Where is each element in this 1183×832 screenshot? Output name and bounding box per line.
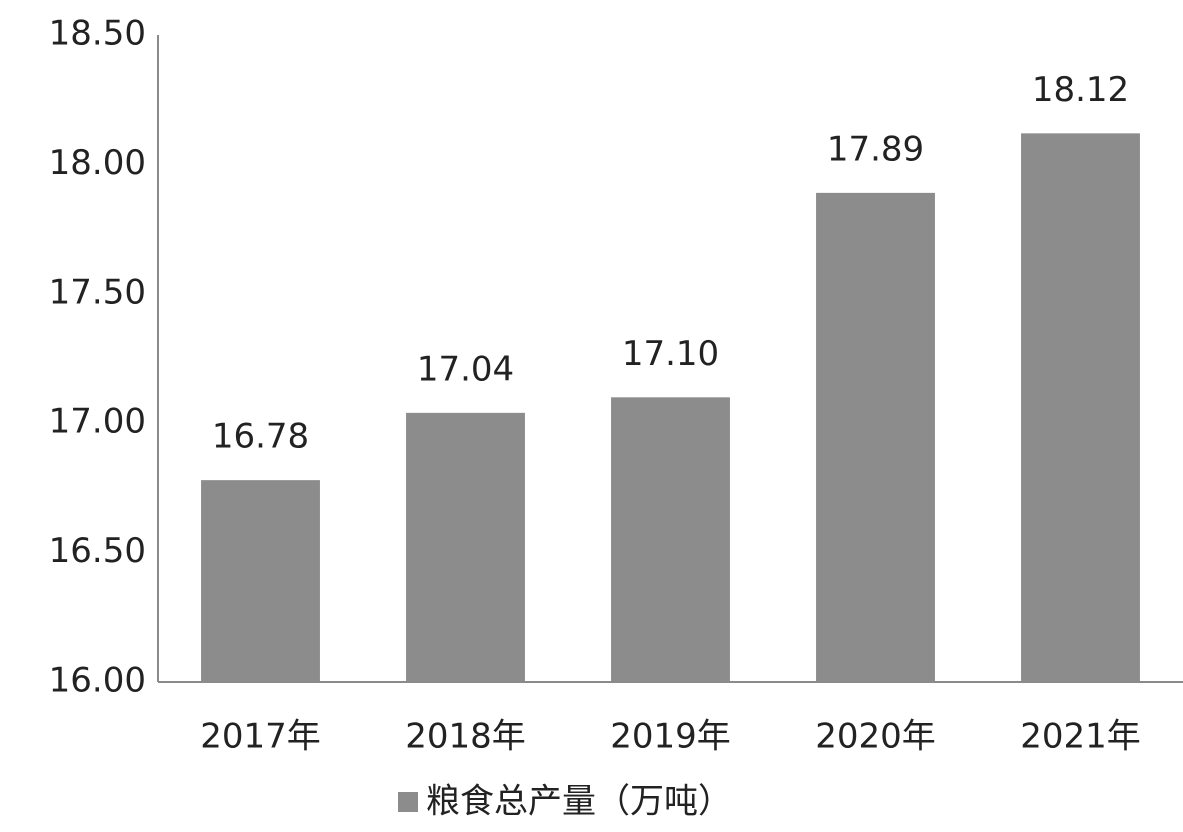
data-label: 17.89 xyxy=(827,129,924,169)
data-label: 18.12 xyxy=(1032,70,1129,110)
bar xyxy=(201,480,320,682)
y-tick-label: 17.50 xyxy=(49,272,146,312)
y-tick-label: 18.00 xyxy=(49,143,146,183)
x-tick-label: 2017年 xyxy=(200,717,321,757)
bar xyxy=(406,412,525,682)
x-tick-label: 2021年 xyxy=(1020,717,1141,757)
bar xyxy=(611,397,730,682)
bar xyxy=(816,192,935,683)
legend-label: 粮食总产量（万吨） xyxy=(426,782,732,822)
y-tick-label: 16.00 xyxy=(49,661,146,701)
data-label: 17.10 xyxy=(622,334,719,374)
x-tick-label: 2018年 xyxy=(405,717,526,757)
y-tick-label: 16.50 xyxy=(49,531,146,571)
legend-swatch xyxy=(398,792,418,812)
data-label: 17.04 xyxy=(417,349,514,389)
y-tick-label: 17.00 xyxy=(49,402,146,442)
x-tick-label: 2020年 xyxy=(815,717,936,757)
bar xyxy=(1021,133,1140,682)
x-tick-label: 2019年 xyxy=(610,717,731,757)
data-label: 16.78 xyxy=(212,417,309,457)
y-tick-label: 18.50 xyxy=(49,14,146,54)
